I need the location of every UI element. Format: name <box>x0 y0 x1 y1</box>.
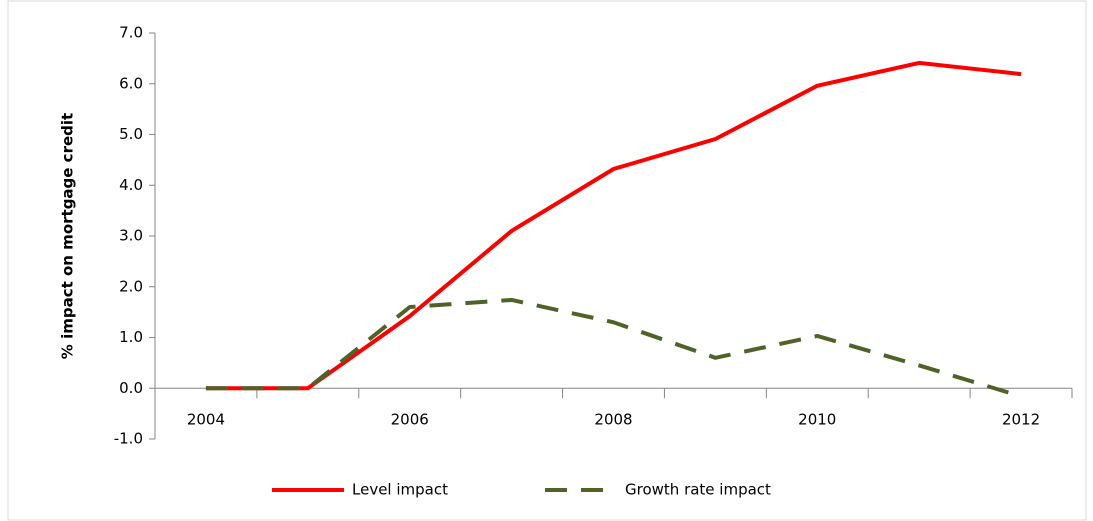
y-tick-label: 4.0 <box>119 176 143 194</box>
x-tick-label: 2010 <box>798 411 836 429</box>
x-tick-label: 2012 <box>1002 411 1040 429</box>
y-tick-label: 0.0 <box>119 379 143 397</box>
chart-border <box>7 0 1087 521</box>
y-tick-label: 1.0 <box>119 328 143 346</box>
series-line <box>205 60 1022 391</box>
legend-label: Level impact <box>352 481 448 499</box>
y-tick-label: -1.0 <box>114 430 143 448</box>
y-tick-label: 2.0 <box>119 277 143 295</box>
y-tick-label: 5.0 <box>119 125 143 143</box>
series-line <box>205 297 1022 399</box>
y-tick-label: 3.0 <box>119 227 143 245</box>
x-tick-label: 2004 <box>187 411 225 429</box>
y-axis-title: % impact on mortgage credit <box>59 113 77 359</box>
y-tick-label: 6.0 <box>119 74 143 92</box>
x-tick-label: 2006 <box>391 411 429 429</box>
legend-label: Growth rate impact <box>625 481 771 499</box>
y-tick-label: 7.0 <box>119 24 143 42</box>
x-tick-label: 2008 <box>594 411 632 429</box>
